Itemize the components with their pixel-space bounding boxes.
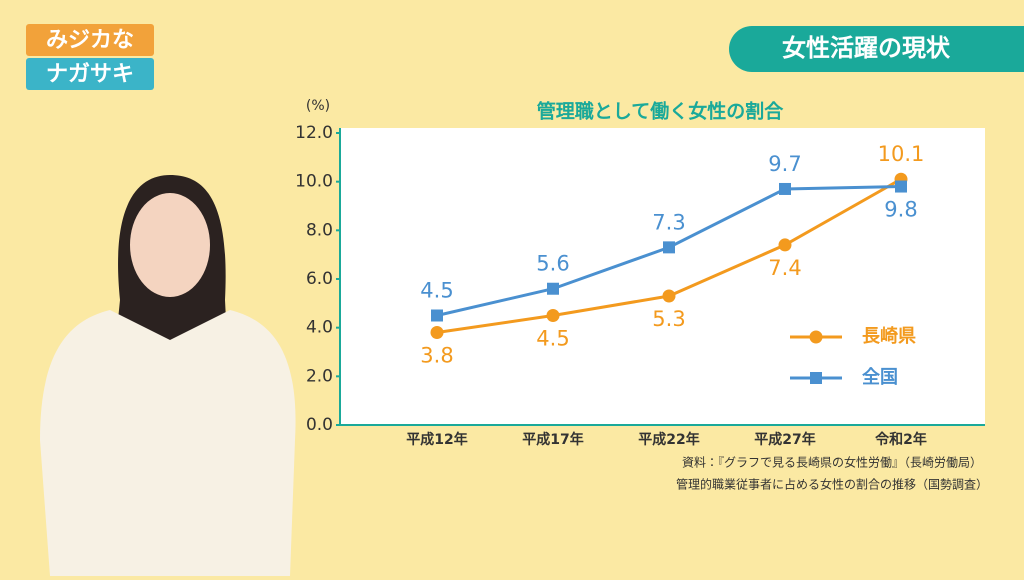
source-text: 管理的職業従事者に占める女性の割合の推移（国勢調査） (676, 477, 988, 492)
x-tick-label: 平成27年 (754, 431, 815, 448)
point (546, 309, 560, 322)
point (663, 241, 675, 254)
value-label: 3.8 (420, 344, 453, 368)
point (779, 182, 791, 195)
value-label: 9.7 (768, 152, 801, 176)
y-tick-label: 10.0 (295, 172, 333, 192)
value-label: 5.6 (536, 252, 569, 276)
point (662, 289, 676, 303)
legend-marker (809, 330, 823, 344)
legend-label: 長崎県 (862, 325, 916, 347)
y-tick-label: 2.0 (306, 366, 333, 386)
source-text: 資料：『グラフで見る長崎県の女性労働』（長崎労働局） (682, 456, 982, 470)
legend-label: 全国 (862, 366, 898, 388)
x-tick-label: 平成22年 (638, 431, 699, 448)
banner-title: 女性活躍の現状 (782, 34, 951, 62)
point (778, 238, 792, 252)
logo: みジカな ナガサキ (26, 24, 154, 90)
x-tick-label: 平成17年 (522, 431, 583, 448)
chart-title: 管理職として働く女性の割合 (537, 100, 784, 123)
y-tick-label: 0.0 (306, 415, 333, 435)
logo-box (26, 58, 154, 90)
y-tick-label: 6.0 (306, 269, 333, 289)
plot-area (340, 128, 985, 425)
y-tick-label: 12.0 (295, 123, 333, 143)
y-axis-label: (%) (306, 98, 330, 114)
point (431, 309, 443, 322)
banner (729, 26, 1024, 72)
legend-marker (810, 372, 822, 384)
logo-line: ナガサキ (46, 62, 134, 87)
value-label: 4.5 (420, 279, 453, 303)
point (895, 180, 907, 193)
x-tick-label: 令和2年 (874, 431, 927, 448)
logo-box (26, 24, 154, 56)
value-label: 7.4 (768, 256, 801, 280)
value-label: 5.3 (652, 307, 685, 331)
x-tick-label: 平成12年 (406, 431, 467, 448)
value-label: 4.5 (536, 327, 569, 351)
y-tick-label: 4.0 (306, 318, 333, 338)
point (547, 282, 559, 295)
value-label: 10.1 (878, 142, 925, 166)
value-label: 7.3 (652, 210, 685, 234)
value-label: 9.8 (884, 198, 917, 222)
presenter (40, 175, 296, 576)
logo-line: みジカな (46, 28, 134, 53)
point (430, 326, 444, 340)
y-tick-label: 8.0 (306, 220, 333, 240)
